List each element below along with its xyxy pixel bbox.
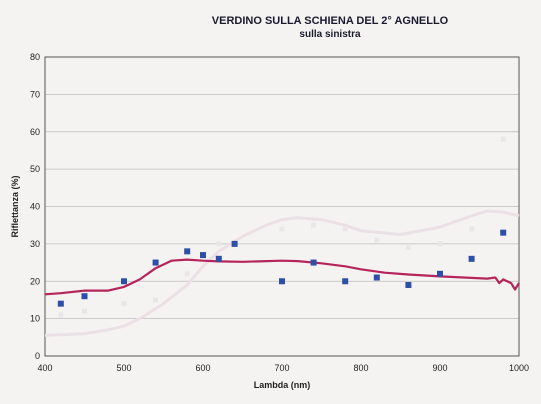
chart-title: VERDINO SULLA SCHIENA DEL 2° AGNELLO xyxy=(211,15,449,27)
data-point xyxy=(82,308,87,314)
data-point xyxy=(121,278,127,285)
x-tick-label: 1000 xyxy=(509,363,529,373)
y-tick-label: 20 xyxy=(30,276,40,286)
data-point xyxy=(310,259,317,266)
x-tick-label: 500 xyxy=(116,363,131,373)
data-point xyxy=(184,248,191,255)
x-tick-label: 800 xyxy=(353,363,368,373)
data-point xyxy=(437,241,443,247)
x-tick-label: 600 xyxy=(195,363,210,373)
y-tick-label: 70 xyxy=(30,89,40,99)
data-point xyxy=(500,229,507,236)
series-line xyxy=(44,258,520,296)
data-point xyxy=(81,293,88,300)
x-axis-label: Lambda (nm) xyxy=(254,380,311,390)
chart-subtitle: sulla sinistra xyxy=(299,29,361,40)
data-point xyxy=(231,240,238,247)
series-line xyxy=(44,209,520,337)
data-point xyxy=(153,297,159,303)
x-tick-label: 700 xyxy=(274,363,289,373)
y-tick-label: 0 xyxy=(35,351,40,361)
data-point xyxy=(121,301,127,307)
plot-area xyxy=(44,56,520,357)
y-tick-label: 30 xyxy=(30,239,40,249)
data-point xyxy=(200,252,206,259)
data-point xyxy=(342,226,348,232)
data-point xyxy=(500,136,506,142)
axis-ticks: 0 10 20 30 40 50 60 70 80 400 500 600 700 800 900 1000 xyxy=(30,52,529,373)
x-tick-label: 900 xyxy=(432,363,447,373)
data-point xyxy=(374,237,380,243)
y-tick-label: 10 xyxy=(30,314,40,324)
data-point xyxy=(279,226,285,232)
y-tick-label: 80 xyxy=(30,52,40,62)
data-point xyxy=(373,274,380,281)
data-point xyxy=(469,226,475,232)
data-point xyxy=(468,255,475,262)
gridlines xyxy=(45,93,519,320)
data-point xyxy=(57,300,64,307)
data-point xyxy=(405,281,412,288)
data-point xyxy=(215,255,222,262)
data-point xyxy=(342,278,349,285)
y-tick-label: 50 xyxy=(30,164,40,174)
y-tick-label: 60 xyxy=(30,127,40,137)
x-tick-label: 400 xyxy=(37,363,52,373)
y-axis-label: Riflettanza (%) xyxy=(10,175,20,237)
data-point xyxy=(311,222,317,228)
data-point xyxy=(184,271,190,277)
data-point xyxy=(279,278,285,285)
data-point xyxy=(437,270,443,277)
data-point xyxy=(152,259,159,266)
data-point xyxy=(216,241,222,247)
series-layer xyxy=(44,136,520,337)
data-point xyxy=(405,245,411,251)
y-tick-label: 40 xyxy=(30,202,40,212)
data-point xyxy=(58,312,64,318)
